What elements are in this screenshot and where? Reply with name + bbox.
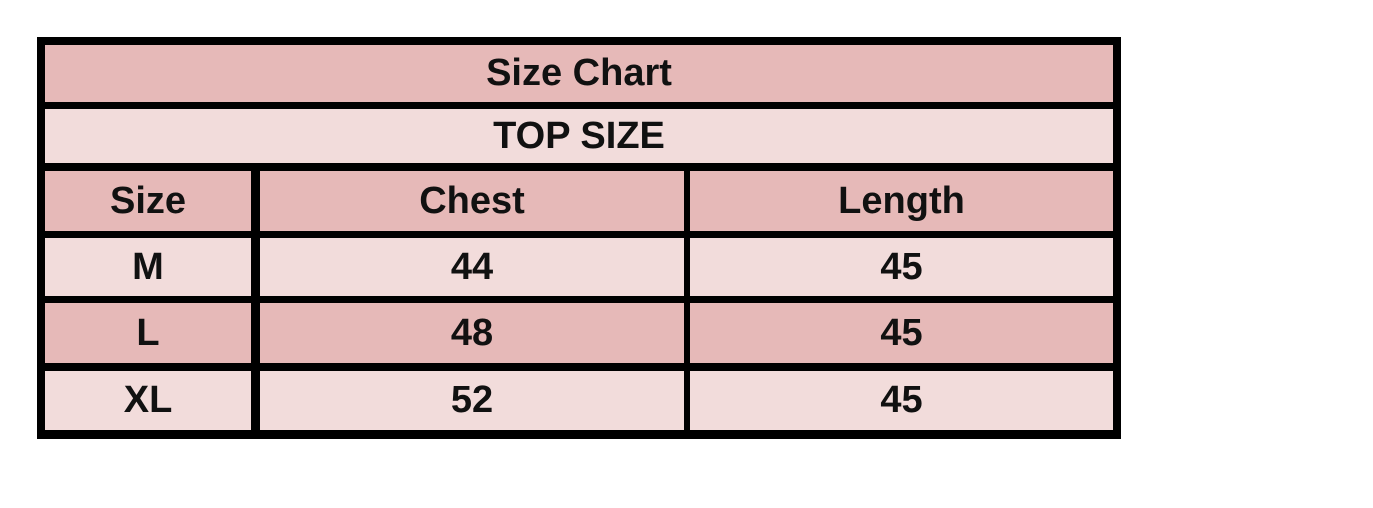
table-cell: 45 [690, 371, 1113, 430]
table-subtitle: TOP SIZE [45, 109, 1113, 163]
table-cell: 48 [260, 303, 684, 363]
table-cell: M [45, 238, 251, 296]
table-cell: 45 [690, 303, 1113, 363]
header-chest: Chest [260, 171, 684, 231]
table-cell: XL [45, 371, 251, 430]
header-size: Size [45, 171, 251, 231]
table-cell: 45 [690, 238, 1113, 296]
table-cell: 44 [260, 238, 684, 296]
table-title: Size Chart [45, 45, 1113, 102]
size-chart-table: Size Chart TOP SIZE Size Chest Length M 44 45… [37, 37, 1121, 439]
header-length: Length [690, 171, 1113, 231]
table-cell: 52 [260, 371, 684, 430]
table-cell: L [45, 303, 251, 363]
